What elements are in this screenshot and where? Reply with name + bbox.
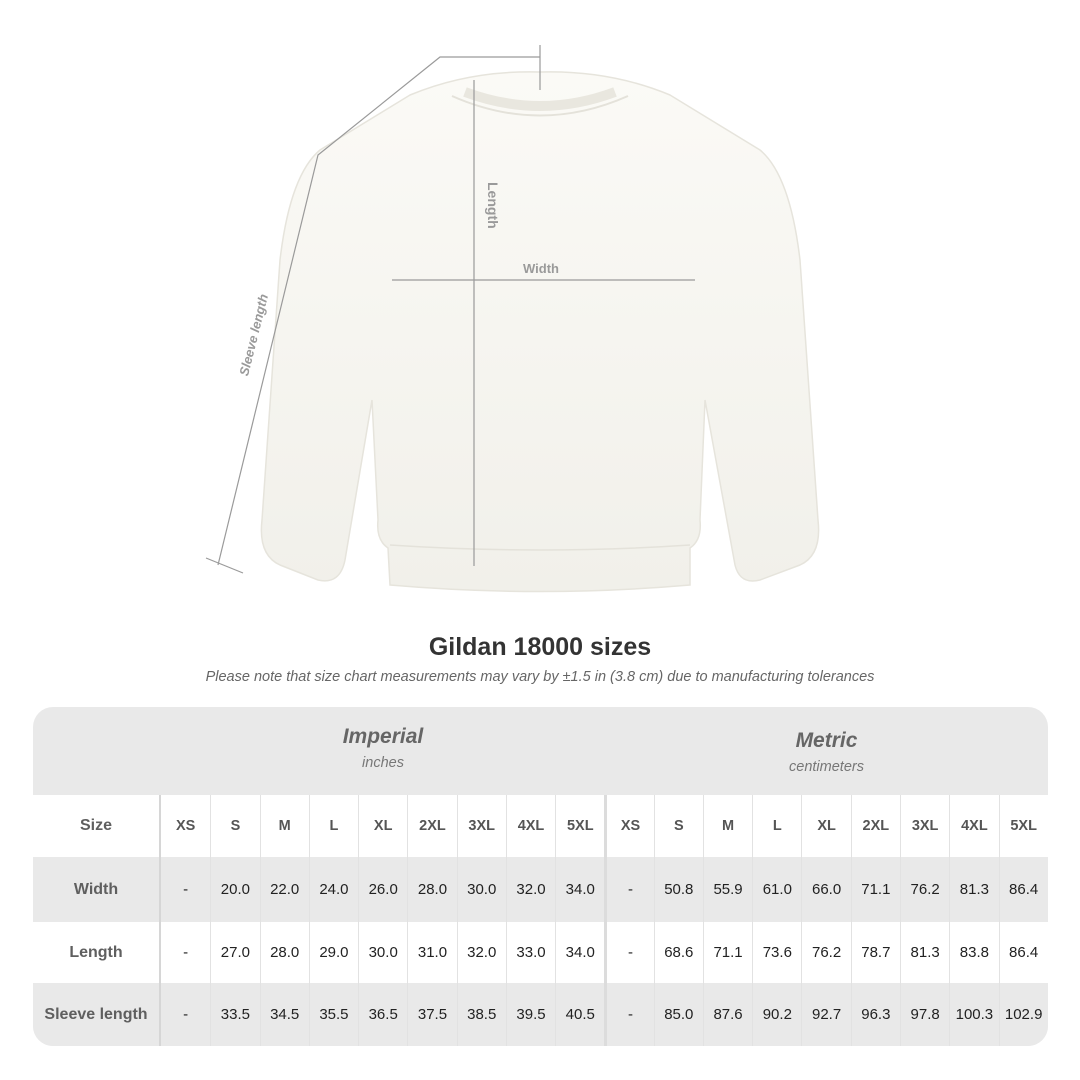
value-cell: 90.2 xyxy=(752,983,801,1046)
value-cell: - xyxy=(183,1006,189,1023)
value-cell: 22.0 xyxy=(259,857,309,922)
value-cell: 100.3 xyxy=(949,983,998,1046)
tolerance-note: Please note that size chart measurements… xyxy=(205,669,875,685)
page-title: Gildan 18000 sizes xyxy=(428,633,652,661)
value-cell: 29.0 xyxy=(308,922,358,983)
table-row-width: Width -20.0 22.0 24.0 26.0 28.0 30.0 32.0 34.0-5… xyxy=(33,857,1048,922)
value-cell: 92.7 xyxy=(801,983,850,1046)
value-cell: 87.6 xyxy=(702,983,752,1046)
value-cell: 85.0 xyxy=(653,983,703,1046)
size-header-cell: L xyxy=(752,795,801,857)
metric-unit: centimeters xyxy=(789,759,864,775)
value-cell: 83.8 xyxy=(949,922,998,983)
value-cell: 76.2 xyxy=(899,857,949,922)
value-cell: 37.5 xyxy=(407,983,456,1046)
value-cell: 66.0 xyxy=(801,857,850,922)
imperial-unit: inches xyxy=(362,755,404,771)
value-cell: - xyxy=(183,944,189,961)
value-cell: 35.5 xyxy=(308,983,358,1046)
value-cell: 27.0 xyxy=(210,922,259,983)
value-cell: 24.0 xyxy=(308,857,358,922)
value-cell: 50.8 xyxy=(653,857,703,922)
value-cell: 76.2 xyxy=(801,922,850,983)
row-label: Sleeve length xyxy=(33,983,161,1046)
size-header-cell: 4XL xyxy=(949,795,998,857)
value-cell: 32.0 xyxy=(456,922,506,983)
row-label: Size xyxy=(33,795,161,857)
row-label: Width xyxy=(33,857,161,922)
value-cell: 28.0 xyxy=(259,922,309,983)
size-header-cell: 3XL xyxy=(456,795,506,857)
value-cell: - xyxy=(604,922,653,983)
size-header-cell: XS xyxy=(604,795,653,857)
imperial-header: Imperial inches xyxy=(161,707,605,813)
value-cell: 81.3 xyxy=(899,922,949,983)
length-label: Length xyxy=(485,182,501,229)
value-cell: - xyxy=(183,881,189,898)
size-header-cell: 2XL xyxy=(850,795,900,857)
value-cell: 40.5 xyxy=(555,983,604,1046)
value-cell: 86.4 xyxy=(998,922,1048,983)
size-header-cell: 3XL xyxy=(899,795,949,857)
value-cell: 71.1 xyxy=(702,922,752,983)
row-label: Length xyxy=(33,922,161,983)
value-cell: 68.6 xyxy=(653,922,703,983)
value-cell: 26.0 xyxy=(358,857,407,922)
size-header-cell: 4XL xyxy=(505,795,555,857)
value-cell: 32.0 xyxy=(505,857,555,922)
value-cell: - xyxy=(604,983,653,1046)
width-label: Width xyxy=(523,261,559,276)
size-header-cell: 2XL xyxy=(407,795,456,857)
table-row-sleeve-length: Sleeve length - 33.5 34.5 35.5 36.5 37.5 38.5 39… xyxy=(33,983,1048,1046)
value-cell: 55.9 xyxy=(702,857,752,922)
value-cell: 39.5 xyxy=(505,983,555,1046)
value-cell: 102.9 xyxy=(998,983,1048,1046)
value-cell: 34.5 xyxy=(259,983,309,1046)
size-chart-table: Imperial inches Metric centimeters Size X… xyxy=(33,707,1048,1046)
value-cell: 34.0 xyxy=(555,922,604,983)
value-cell: 36.5 xyxy=(358,983,407,1046)
size-header-row: Size XS S M L XL 2XL 3XL 4XL 5XL XS S M L XL 2XL 3XL 4XL 5… xyxy=(33,795,1048,857)
size-header-cell: 5XL xyxy=(998,795,1048,857)
value-cell: 71.1 xyxy=(850,857,900,922)
imperial-title: Imperial xyxy=(342,725,424,748)
metric-header: Metric centimeters xyxy=(605,707,1048,817)
table-row-length: Length -27.0 28.0 29.0 30.0 31.0 32.0 33.0 34.0-… xyxy=(33,922,1048,983)
sleeve-length-label: Sleeve length xyxy=(236,292,271,377)
sweatshirt-illustration: Length Width Sleeve length xyxy=(205,45,820,593)
value-cell: 33.5 xyxy=(210,983,259,1046)
value-cell: 96.3 xyxy=(850,983,900,1046)
size-header-cell: S xyxy=(653,795,703,857)
value-cell: 61.0 xyxy=(752,857,801,922)
value-cell: 33.0 xyxy=(505,922,555,983)
value-cell: 73.6 xyxy=(752,922,801,983)
value-cell: 38.5 xyxy=(456,983,506,1046)
size-header-cell: XS xyxy=(175,818,196,834)
value-cell: 30.0 xyxy=(456,857,506,922)
measurement-lines xyxy=(205,45,695,574)
size-header-cell: S xyxy=(210,795,259,857)
value-cell: 31.0 xyxy=(407,922,456,983)
value-cell: 30.0 xyxy=(358,922,407,983)
size-header-cell: M xyxy=(702,795,752,857)
size-header-cell: XL xyxy=(358,795,407,857)
value-cell: 81.3 xyxy=(949,857,998,922)
value-cell: 97.8 xyxy=(899,983,949,1046)
value-cell: 28.0 xyxy=(407,857,456,922)
metric-title: Metric xyxy=(795,729,858,752)
value-cell: 86.4 xyxy=(998,857,1048,922)
value-cell: 34.0 xyxy=(555,857,604,922)
size-header-cell: 5XL xyxy=(555,795,604,857)
sweatshirt xyxy=(260,71,820,593)
size-header-cell: XL xyxy=(801,795,850,857)
value-cell: 78.7 xyxy=(850,922,900,983)
size-header-cell: L xyxy=(308,795,358,857)
value-cell: - xyxy=(604,857,653,922)
size-header-cell: M xyxy=(259,795,309,857)
value-cell: 20.0 xyxy=(210,857,259,922)
